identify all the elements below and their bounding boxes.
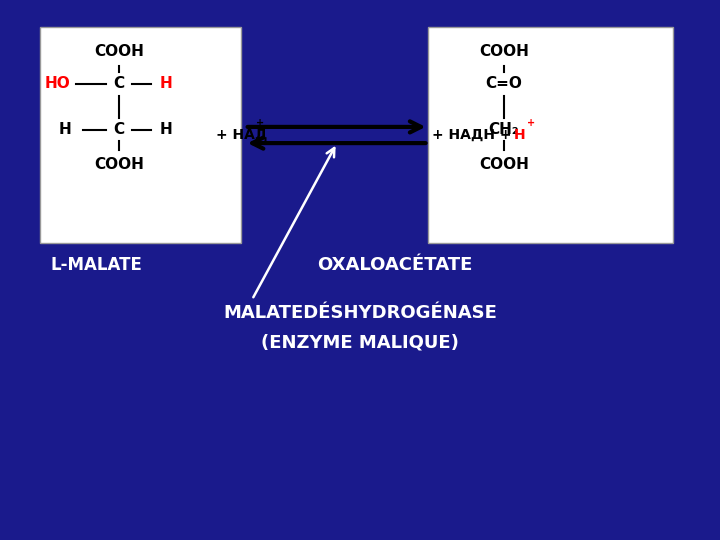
Text: COOH: COOH [479,157,529,172]
Text: + НАД: + НАД [216,128,267,142]
Text: COOH: COOH [94,157,144,172]
Text: +: + [527,118,535,128]
Text: H: H [159,122,172,137]
Text: +: + [256,118,264,128]
Text: HO: HO [45,76,71,91]
Text: (ENZYME MALIQUE): (ENZYME MALIQUE) [261,334,459,352]
Text: Н: Н [513,128,525,142]
Bar [40,27,241,243]
Text: C=O: C=O [485,76,523,91]
Text: + НАДН +: + НАДН + [432,128,516,142]
Text: COOH: COOH [479,44,529,59]
Text: CH₂: CH₂ [489,122,519,137]
Text: MALATEDÉSHYDROGÉNASE: MALATEDÉSHYDROGÉNASE [223,304,497,322]
Text: L-MALATE: L-MALATE [50,255,143,274]
Bar [428,27,673,243]
Text: H: H [159,76,172,91]
Text: C: C [113,122,125,137]
Text: H: H [58,122,71,137]
Text: C: C [113,76,125,91]
Text: COOH: COOH [94,44,144,59]
Text: OXALOACÉTATE: OXALOACÉTATE [317,255,472,274]
